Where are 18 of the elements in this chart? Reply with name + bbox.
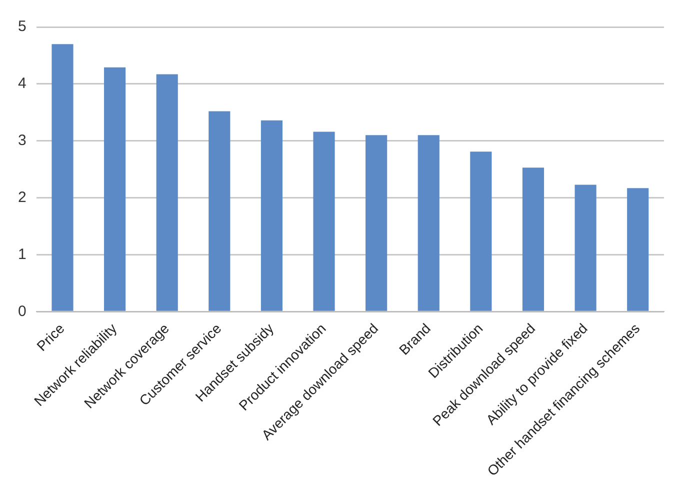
bar xyxy=(104,67,126,311)
y-tick-label: 0 xyxy=(18,302,26,320)
bar xyxy=(366,135,388,311)
y-tick-label: 1 xyxy=(18,246,26,263)
bar xyxy=(627,188,649,311)
bar xyxy=(313,132,335,311)
y-tick-label: 2 xyxy=(18,188,26,206)
bar xyxy=(418,135,440,311)
y-tick-label: 3 xyxy=(18,132,26,149)
y-tick-label: 5 xyxy=(18,18,26,36)
bar xyxy=(470,152,492,311)
bar xyxy=(522,168,544,311)
bar xyxy=(208,111,230,311)
y-tick-label: 4 xyxy=(18,75,26,92)
bar xyxy=(260,120,282,311)
bar xyxy=(52,44,74,311)
bar xyxy=(574,184,596,311)
bar xyxy=(156,74,178,311)
